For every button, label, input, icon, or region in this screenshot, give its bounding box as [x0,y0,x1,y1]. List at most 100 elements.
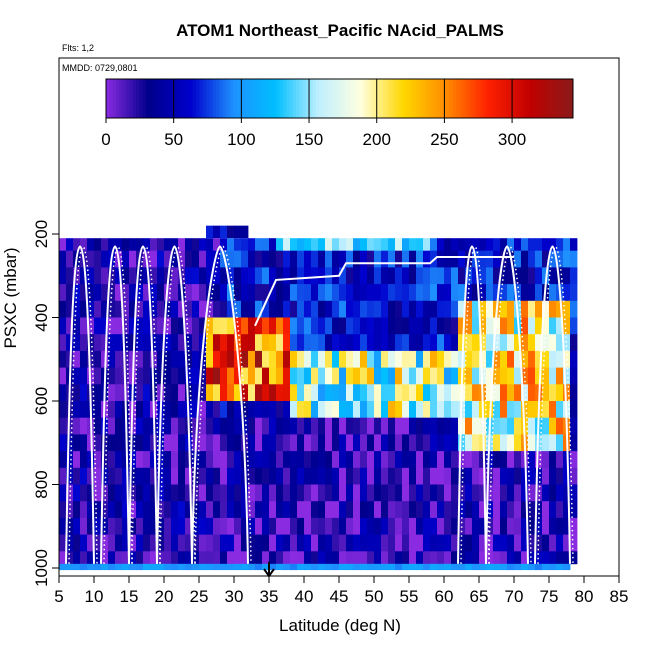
heatmap-cell [290,467,298,485]
heatmap-cell [325,467,333,485]
heatmap-cell [339,467,347,485]
heatmap-cell [311,350,319,368]
heatmap-cell [122,484,130,502]
heatmap-cell [332,250,340,268]
heatmap-cell [360,334,368,352]
heatmap-cell [276,250,284,268]
heatmap-cell [437,284,445,302]
heatmap-cell [395,401,403,419]
heatmap-cell [535,267,543,285]
heatmap-cell [542,238,550,252]
heatmap-cell [311,434,319,452]
heatmap-cell [234,417,242,435]
heatmap-cell [255,467,263,485]
heatmap-cell [479,451,487,469]
heatmap-cell [185,384,193,402]
heatmap-cell [542,517,550,535]
heatmap-cell [304,300,312,318]
heatmap-cell [269,551,277,565]
heatmap-cell [297,484,305,502]
heatmap-cell [360,401,368,419]
colorbar-segment [459,79,464,118]
heatmap-cell [521,467,529,485]
heatmap-cell [227,563,235,571]
heatmap-cell [171,534,179,552]
colorbar-segment [562,79,567,118]
heatmap-cell [402,484,410,502]
heatmap-cell [458,267,466,285]
heatmap-cell [416,350,424,368]
heatmap-cell [416,284,424,302]
heatmap-cell [486,467,494,485]
heatmap-cell [535,350,543,368]
colorbar-segment [106,79,110,118]
heatmap-cell [486,284,494,302]
colorbar-segment [299,79,304,118]
heatmap-cell [73,384,81,402]
heatmap-cell [556,367,564,385]
heatmap-cell [472,551,480,565]
heatmap-cell [367,350,375,368]
colorbar-segment [446,79,451,118]
heatmap-cell [402,284,410,302]
heatmap-cell [402,451,410,469]
heatmap-cell [444,238,452,252]
heatmap-cell [402,551,410,565]
heatmap-cell [94,384,102,402]
heatmap-cell [283,367,291,385]
heatmap-cell [276,451,284,469]
heatmap-cell [290,534,298,552]
heatmap-cell [507,384,515,402]
heatmap-cell [150,267,158,285]
heatmap-cell [528,384,536,402]
heatmap-cell [542,501,550,519]
heatmap-cell [192,334,200,352]
heatmap-cell [122,350,130,368]
colorbar-segment [232,79,237,118]
heatmap-cell [262,501,270,519]
heatmap-cell [185,284,193,302]
heatmap-cell [220,250,228,268]
heatmap-cell [297,451,305,469]
heatmap-cell [318,484,326,502]
x-tick-label: 50 [365,587,384,606]
heatmap-cell [220,484,228,502]
heatmap-cell [290,267,298,285]
heatmap-cell [353,417,361,435]
colorbar-segment [469,79,474,118]
heatmap-cell [248,267,256,285]
heatmap-cell [339,384,347,402]
heatmap-cell [94,563,102,571]
heatmap-cell [514,284,522,302]
heatmap-cell [507,517,515,535]
colorbar-segment [112,79,117,118]
heatmap-cell [241,484,249,502]
heatmap-cell [241,517,249,535]
heatmap-cell [374,267,382,285]
heatmap-cell [465,401,473,419]
colorbar-segment [509,79,514,118]
colorbar-segment [482,79,487,118]
heatmap-cell [563,551,571,565]
heatmap-cell [444,250,452,268]
heatmap-cell [493,551,501,565]
heatmap-cell [255,238,263,252]
heatmap-cell [241,300,249,318]
heatmap-cell [185,534,193,552]
heatmap-cell [430,551,438,565]
heatmap-cell [353,238,361,252]
heatmap-cell [542,434,550,452]
heatmap-cell [318,300,326,318]
x-tick-label: 55 [400,587,419,606]
heatmap-cell [94,501,102,519]
heatmap-cell [437,563,445,571]
colorbar-segment [242,79,247,118]
heatmap-cell [409,384,417,402]
colorbar-segment [332,79,337,118]
heatmap-cell [570,334,578,352]
heatmap-cell [255,384,263,402]
heatmap-cell [325,300,333,318]
heatmap-cell [521,367,529,385]
colorbar-segment [252,79,257,118]
